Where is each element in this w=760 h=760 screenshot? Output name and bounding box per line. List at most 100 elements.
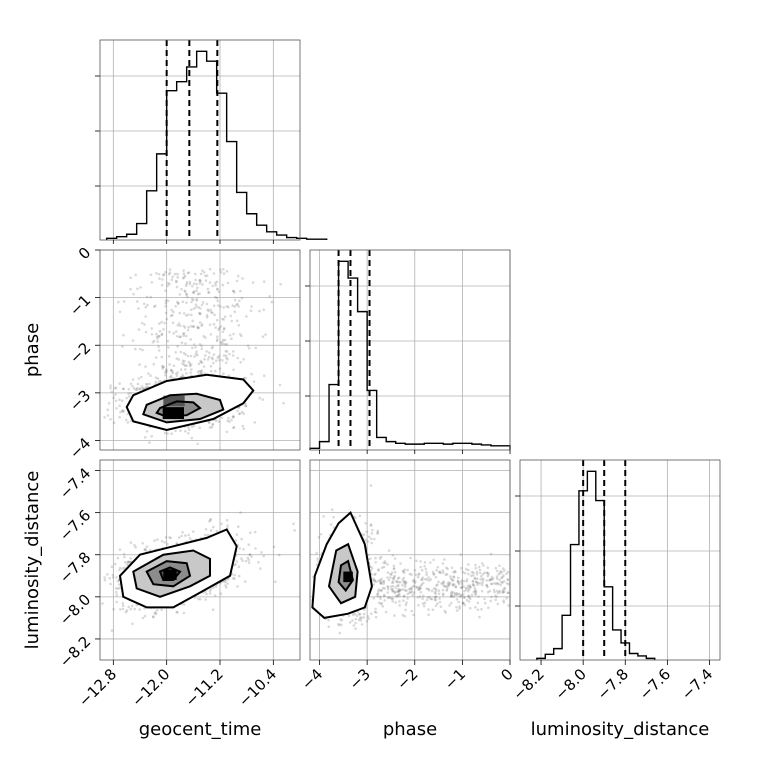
scatter-point bbox=[391, 597, 395, 600]
scatter-point bbox=[145, 295, 149, 299]
scatter-point bbox=[189, 363, 193, 367]
scatter-point bbox=[386, 587, 390, 591]
scatter-point bbox=[452, 570, 455, 574]
scatter-point bbox=[392, 567, 396, 571]
scatter-point bbox=[487, 573, 490, 576]
scatter-point bbox=[169, 314, 173, 318]
scatter-point bbox=[467, 590, 470, 593]
y-axis-label-luminosity-distance: luminosity_distance bbox=[22, 471, 43, 650]
scatter-point bbox=[450, 594, 454, 598]
scatter-point bbox=[248, 553, 252, 556]
scatter-point bbox=[121, 409, 125, 412]
scatter-point bbox=[185, 293, 189, 297]
scatter-point bbox=[437, 592, 441, 595]
scatter-point bbox=[403, 615, 407, 618]
scatter-point bbox=[191, 291, 195, 294]
scatter-point bbox=[505, 572, 508, 575]
scatter-point bbox=[228, 352, 231, 356]
scatter-point bbox=[202, 365, 206, 368]
scatter-point bbox=[461, 570, 465, 574]
scatter-point bbox=[237, 305, 240, 308]
scatter-point bbox=[169, 536, 172, 540]
scatter-point bbox=[387, 549, 391, 552]
scatter-point bbox=[185, 334, 188, 338]
scatter-point bbox=[129, 287, 132, 291]
scatter-point bbox=[190, 368, 193, 371]
scatter-point bbox=[417, 586, 421, 589]
scatter-point bbox=[477, 595, 480, 598]
scatter-point bbox=[170, 278, 174, 282]
scatter-point bbox=[176, 371, 179, 374]
scatter-point bbox=[205, 302, 209, 306]
scatter-point bbox=[425, 573, 428, 576]
scatter-point bbox=[188, 282, 192, 286]
scatter-point bbox=[200, 324, 203, 328]
scatter-point bbox=[184, 534, 187, 537]
scatter-point bbox=[117, 583, 121, 586]
scatter-point bbox=[373, 579, 377, 583]
scatter-point bbox=[112, 421, 116, 425]
scatter-point bbox=[247, 561, 251, 564]
scatter-point bbox=[365, 530, 369, 534]
scatter-point bbox=[170, 369, 173, 372]
scatter-point bbox=[205, 350, 208, 353]
scatter-point bbox=[498, 572, 502, 575]
scatter-point bbox=[109, 418, 112, 421]
scatter-point bbox=[420, 583, 424, 586]
x-tick-label-luminosity-distance: −8.2 bbox=[509, 665, 547, 703]
scatter-point bbox=[459, 580, 463, 584]
scatter-point bbox=[421, 578, 424, 581]
scatter-point bbox=[441, 588, 445, 592]
scatter-point bbox=[442, 584, 446, 588]
scatter-point bbox=[144, 549, 148, 552]
scatter-point bbox=[240, 410, 244, 414]
scatter-point bbox=[445, 585, 448, 589]
scatter-point bbox=[129, 541, 133, 544]
scatter-point bbox=[469, 585, 473, 589]
scatter-point bbox=[394, 570, 397, 574]
scatter-point bbox=[473, 587, 477, 590]
scatter-point bbox=[495, 575, 499, 578]
scatter-point bbox=[378, 595, 382, 598]
scatter-point bbox=[176, 272, 179, 276]
scatter-point bbox=[435, 568, 438, 572]
scatter-point bbox=[506, 578, 510, 582]
scatter-point bbox=[198, 321, 202, 324]
scatter-point bbox=[185, 281, 189, 284]
scatter-point bbox=[157, 345, 160, 349]
scatter-point bbox=[358, 612, 362, 616]
scatter-point bbox=[172, 364, 176, 368]
scatter-point bbox=[224, 580, 227, 584]
scatter-point bbox=[469, 574, 473, 577]
scatter-point bbox=[424, 567, 428, 571]
scatter-point bbox=[217, 354, 221, 358]
scatter-point bbox=[472, 583, 475, 586]
scatter-point bbox=[176, 324, 180, 327]
scatter-point bbox=[489, 582, 493, 586]
scatter-point bbox=[212, 322, 216, 326]
scatter-point bbox=[235, 533, 239, 536]
scatter-point bbox=[160, 333, 164, 337]
scatter-point bbox=[215, 296, 219, 300]
scatter-point bbox=[441, 569, 445, 572]
scatter-point bbox=[209, 333, 213, 336]
scatter-point bbox=[462, 596, 466, 599]
scatter-point bbox=[277, 553, 281, 557]
scatter-point bbox=[386, 576, 389, 579]
scatter-point bbox=[363, 608, 366, 611]
scatter-point bbox=[494, 594, 497, 597]
scatter-point bbox=[181, 531, 184, 534]
scatter-point bbox=[466, 584, 470, 588]
scatter-point bbox=[221, 317, 224, 321]
scatter-point bbox=[199, 597, 202, 601]
scatter-point bbox=[185, 301, 188, 305]
scatter-point bbox=[476, 577, 479, 581]
scatter-point bbox=[480, 607, 483, 611]
scatter-point bbox=[423, 601, 427, 605]
scatter-point bbox=[482, 564, 485, 567]
scatter-point bbox=[457, 600, 460, 604]
scatter-point bbox=[114, 587, 118, 590]
scatter-point bbox=[185, 364, 188, 367]
scatter-point bbox=[418, 587, 422, 590]
scatter-point bbox=[387, 578, 391, 582]
